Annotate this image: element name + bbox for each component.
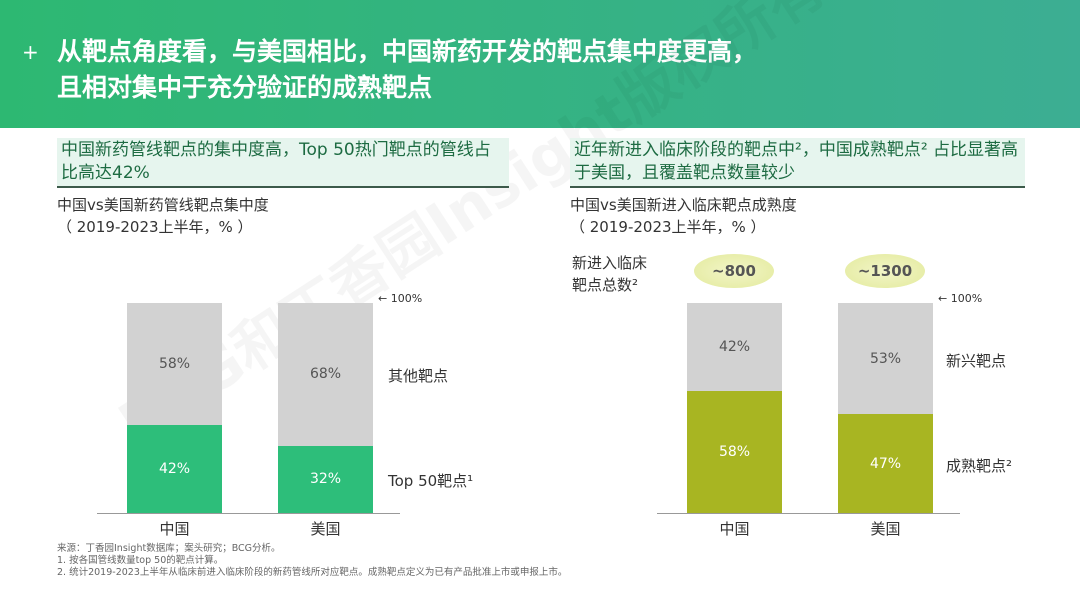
category-label: 美国 [310, 520, 341, 538]
total-bubble: ~1300 [845, 254, 925, 288]
left-subtitle: 中国新药管线靶点的集中度高，Top 50热门靶点的管线占比高达42% [57, 138, 509, 188]
category-label: 中国 [159, 520, 190, 538]
footnotes: 来源：丁香园Insight数据库；案头研究；BCG分析。 1. 按各国管线数量to… [57, 543, 568, 578]
bar-segment-Top 50靶点¹: 32% [278, 445, 373, 513]
bar-segment-其他靶点: 68% [278, 303, 373, 446]
x-axis [97, 513, 400, 514]
header-banner: + 从靶点角度看，与美国相比，中国新药开发的靶点集中度更高， 且相对集中于充分验证… [0, 0, 1080, 128]
page-title: 从靶点角度看，与美国相比，中国新药开发的靶点集中度更高， 且相对集中于充分验证的成… [57, 37, 758, 102]
totals-label: 新进入临床靶点总数² [572, 254, 648, 294]
legend-其他靶点: 其他靶点 [388, 367, 449, 386]
right-chart-title: 中国vs美国新进入临床靶点成熟度（ 2019-2023上半年，% ） [570, 196, 797, 236]
category-label: 中国 [719, 520, 750, 538]
bar-segment-新兴靶点: 42% [687, 303, 782, 392]
left-chart-title: 中国vs美国新药管线靶点集中度（ 2019-2023上半年，% ） [57, 196, 269, 236]
category-label: 美国 [870, 520, 901, 538]
bar-segment-成熟靶点²: 58% [687, 391, 782, 513]
top-marker: ← 100% [938, 292, 983, 305]
plus-icon: + [22, 40, 39, 64]
legend-新兴靶点: 新兴靶点 [946, 351, 1007, 370]
bar-segment-新兴靶点: 53% [838, 303, 933, 415]
bar-segment-其他靶点: 58% [127, 303, 222, 425]
legend-Top 50靶点¹: Top 50靶点¹ [388, 472, 474, 491]
total-bubble: ~800 [694, 254, 774, 288]
x-axis [657, 513, 960, 514]
right-subtitle: 近年新进入临床阶段的靶点中²，中国成熟靶点² 占比显著高于美国，且覆盖靶点数量较… [570, 138, 1025, 188]
bar-segment-成熟靶点²: 47% [838, 414, 933, 513]
bar-segment-Top 50靶点¹: 42% [127, 424, 222, 513]
legend-成熟靶点²: 成熟靶点² [946, 456, 1013, 475]
top-marker: ← 100% [378, 292, 423, 305]
